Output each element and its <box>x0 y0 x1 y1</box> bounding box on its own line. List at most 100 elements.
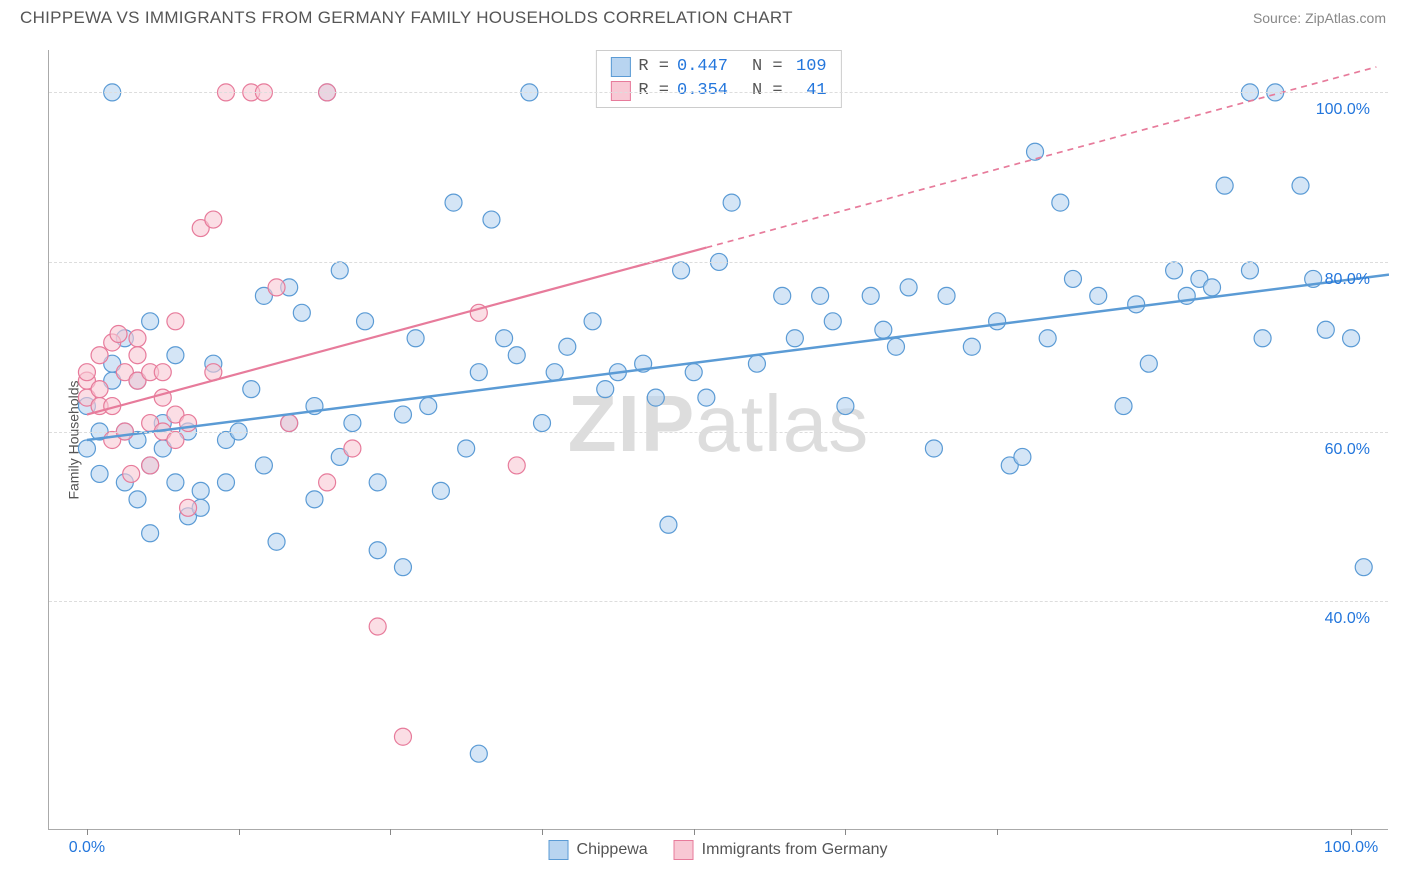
legend-swatch <box>610 81 630 101</box>
x-tick <box>239 829 240 835</box>
plot-area: ZIPatlas R =0.447N =109R =0.354N = 41 40… <box>48 50 1388 830</box>
data-point <box>243 381 260 398</box>
x-tick-label: 100.0% <box>1324 839 1378 857</box>
r-value: 0.354 <box>677 79 728 103</box>
data-point <box>394 406 411 423</box>
data-point <box>142 457 159 474</box>
legend-swatch <box>610 57 630 77</box>
data-point <box>167 432 184 449</box>
x-tick <box>542 829 543 835</box>
data-point <box>508 347 525 364</box>
data-point <box>129 330 146 347</box>
x-tick-label: 0.0% <box>69 839 105 857</box>
data-point <box>78 440 95 457</box>
data-point <box>812 287 829 304</box>
gridline <box>49 601 1388 602</box>
source-label: Source: ZipAtlas.com <box>1253 10 1386 26</box>
data-point <box>369 474 386 491</box>
legend-stat-row: R =0.447N =109 <box>610 55 826 79</box>
data-point <box>1317 321 1334 338</box>
data-point <box>723 194 740 211</box>
data-point <box>306 491 323 508</box>
data-point <box>432 482 449 499</box>
data-point <box>369 542 386 559</box>
x-tick <box>694 829 695 835</box>
data-point <box>154 364 171 381</box>
y-tick-label: 100.0% <box>1316 101 1370 119</box>
data-point <box>900 279 917 296</box>
data-point <box>748 355 765 372</box>
data-point <box>217 474 234 491</box>
x-tick <box>87 829 88 835</box>
data-point <box>1039 330 1056 347</box>
data-point <box>357 313 374 330</box>
r-value: 0.447 <box>677 55 728 79</box>
data-point <box>496 330 513 347</box>
data-point <box>483 211 500 228</box>
legend-series-label: Chippewa <box>577 841 648 859</box>
x-tick <box>845 829 846 835</box>
data-point <box>508 457 525 474</box>
x-tick <box>997 829 998 835</box>
data-point <box>660 516 677 533</box>
n-label: N = <box>752 79 783 103</box>
data-point <box>142 313 159 330</box>
chart-container: Family Households ZIPatlas R =0.447N =10… <box>48 50 1388 830</box>
data-point <box>180 499 197 516</box>
data-point <box>319 474 336 491</box>
data-point <box>458 440 475 457</box>
data-point <box>1166 262 1183 279</box>
data-point <box>647 389 664 406</box>
data-point <box>559 338 576 355</box>
data-point <box>774 287 791 304</box>
data-point <box>192 482 209 499</box>
chart-title: CHIPPEWA VS IMMIGRANTS FROM GERMANY FAMI… <box>20 8 793 28</box>
data-point <box>1254 330 1271 347</box>
data-point <box>445 194 462 211</box>
legend-series-item: Immigrants from Germany <box>674 840 888 860</box>
data-point <box>1292 177 1309 194</box>
data-point <box>1064 270 1081 287</box>
data-point <box>673 262 690 279</box>
legend-stats: R =0.447N =109R =0.354N = 41 <box>595 50 841 108</box>
data-point <box>534 415 551 432</box>
data-point <box>281 415 298 432</box>
data-point <box>1140 355 1157 372</box>
data-point <box>344 415 361 432</box>
data-point <box>394 728 411 745</box>
data-point <box>1052 194 1069 211</box>
r-label: R = <box>638 79 669 103</box>
data-point <box>167 474 184 491</box>
data-point <box>1115 398 1132 415</box>
legend-series: Chippewa Immigrants from Germany <box>549 840 888 860</box>
data-point <box>862 287 879 304</box>
data-point <box>142 525 159 542</box>
legend-swatch <box>674 840 694 860</box>
data-point <box>420 398 437 415</box>
data-point <box>698 389 715 406</box>
data-point <box>1014 448 1031 465</box>
data-point <box>167 313 184 330</box>
data-point <box>331 262 348 279</box>
data-point <box>963 338 980 355</box>
data-point <box>91 465 108 482</box>
data-point <box>129 491 146 508</box>
data-point <box>123 465 140 482</box>
data-point <box>293 304 310 321</box>
y-tick-label: 40.0% <box>1325 610 1370 628</box>
data-point <box>91 381 108 398</box>
data-point <box>344 440 361 457</box>
data-point <box>78 364 95 381</box>
data-point <box>989 313 1006 330</box>
data-point <box>1343 330 1360 347</box>
n-value: 41 <box>791 79 827 103</box>
data-point <box>887 338 904 355</box>
r-label: R = <box>638 55 669 79</box>
data-point <box>1090 287 1107 304</box>
data-point <box>1128 296 1145 313</box>
data-point <box>205 211 222 228</box>
data-point <box>1204 279 1221 296</box>
gridline <box>49 432 1388 433</box>
gridline <box>49 262 1388 263</box>
data-point <box>255 457 272 474</box>
